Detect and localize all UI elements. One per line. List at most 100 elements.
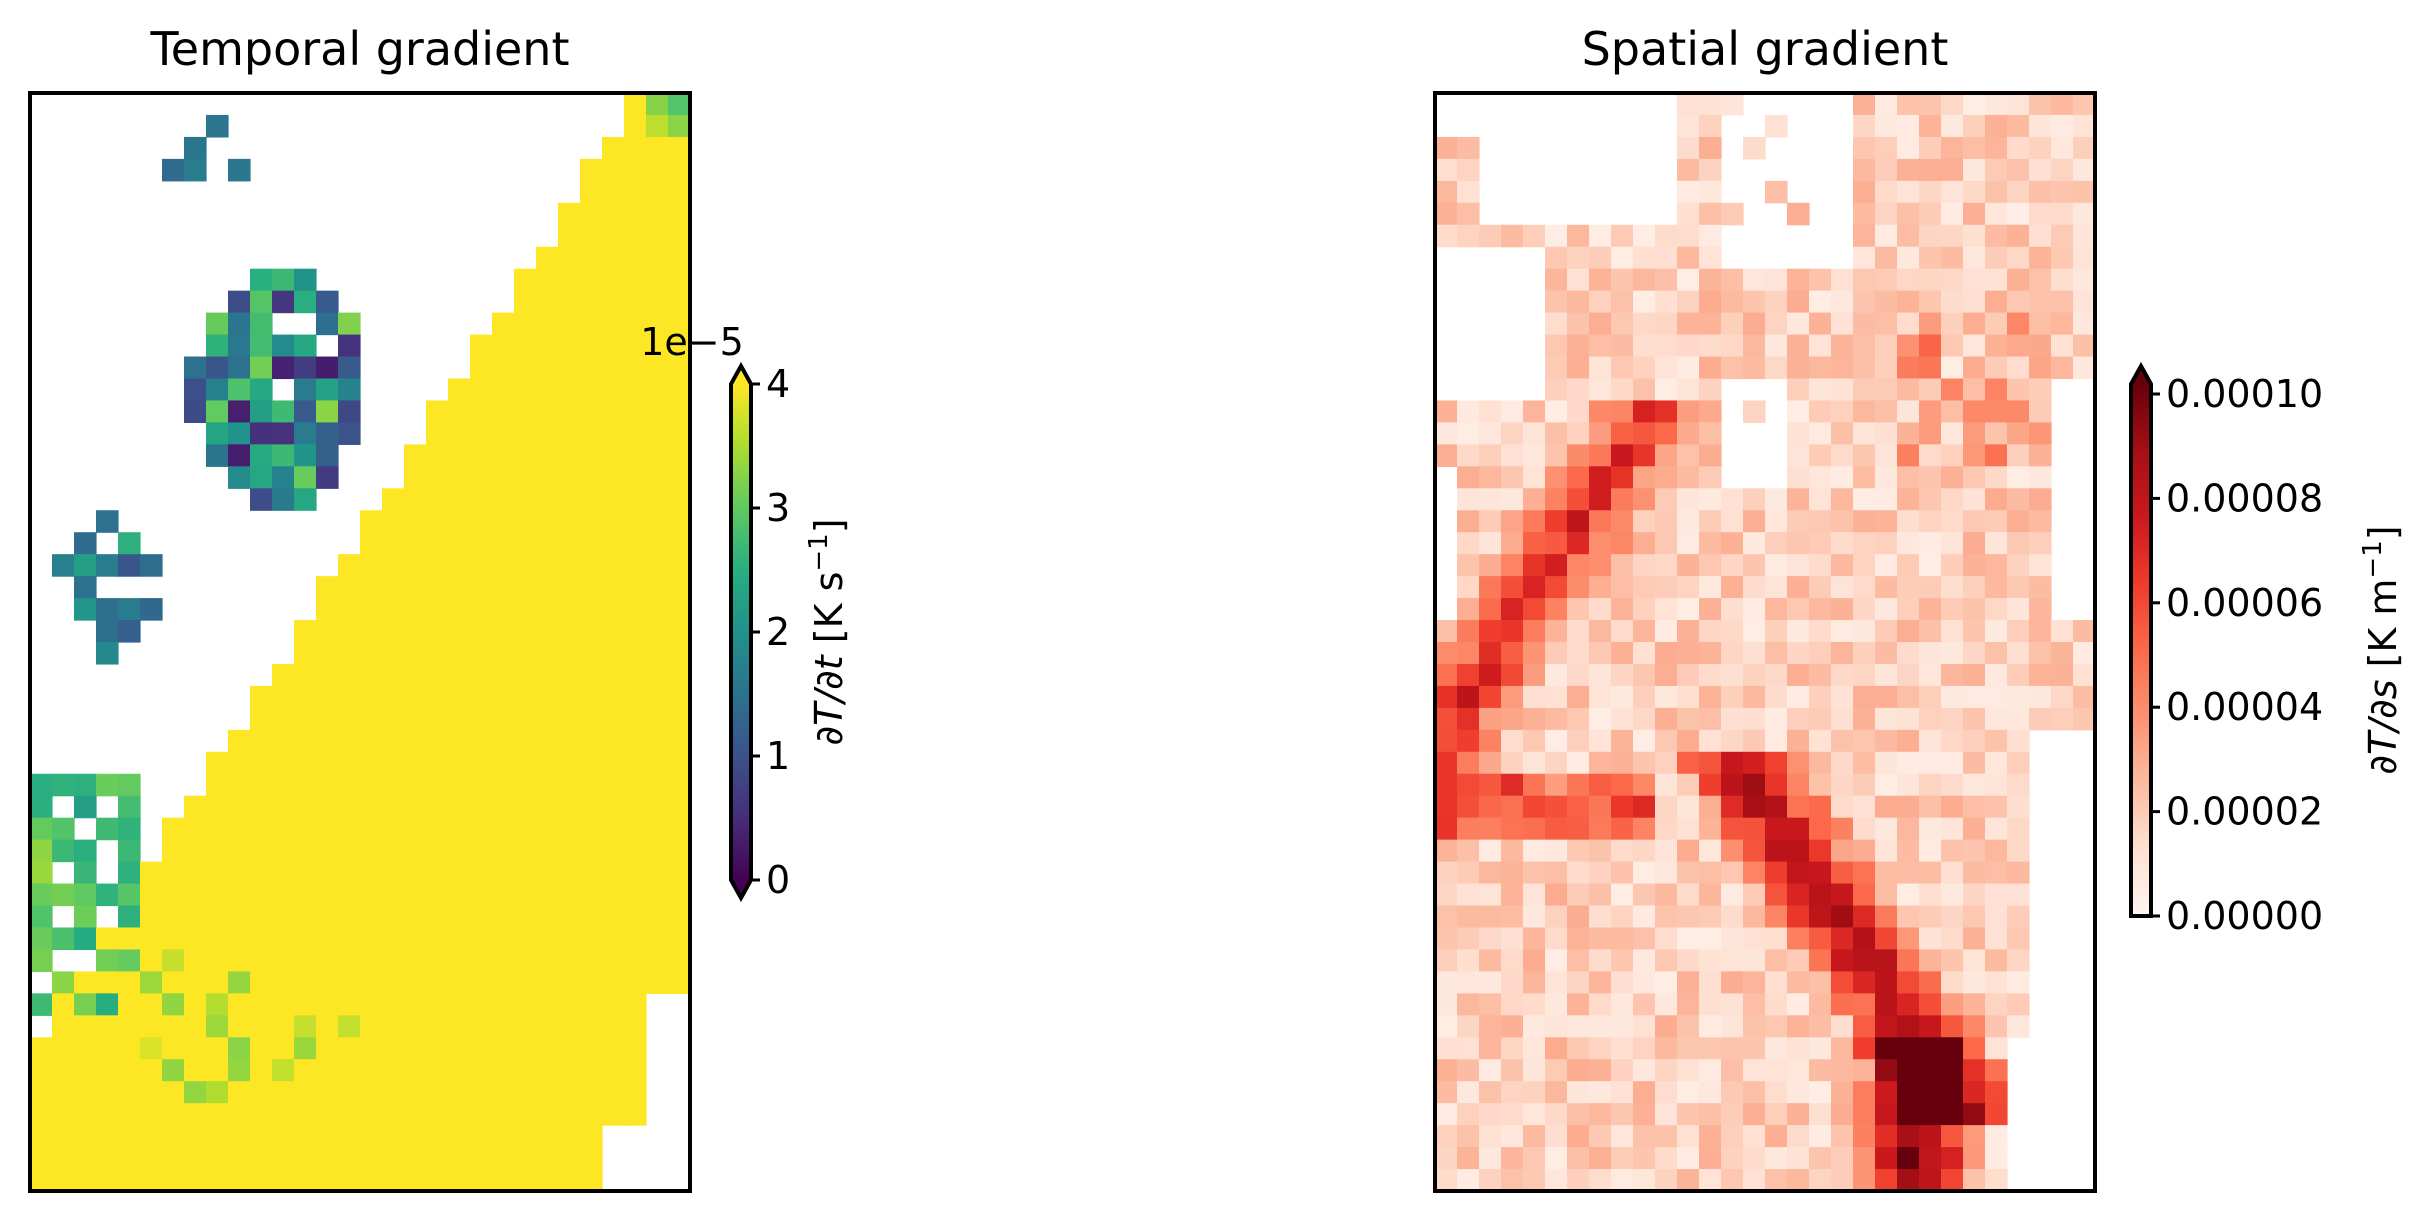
spatial-cell: [1501, 773, 1524, 797]
temporal-cell: [668, 729, 691, 753]
spatial-cell: [1919, 1059, 1942, 1082]
temporal-cell: [602, 1015, 625, 1038]
spatial-cell: [1985, 1125, 2008, 1148]
temporal-cell: [514, 444, 537, 467]
temporal-cell: [448, 971, 471, 994]
spatial-cell: [1809, 1037, 1832, 1060]
spatial-cell: [1457, 1037, 1480, 1060]
spatial-cell: [1743, 905, 1766, 929]
temporal-cell: [228, 1015, 251, 1038]
temporal-cell: [338, 598, 361, 621]
spatial-cell: [1919, 136, 1942, 160]
temporal-cell: [250, 1147, 273, 1170]
spatial-cell: [1677, 707, 1700, 731]
temporal-cell: [382, 905, 405, 929]
temporal-cell: [228, 993, 251, 1016]
spatial-cell: [1985, 1037, 2008, 1060]
temporal-cell: [338, 422, 361, 445]
spatial-cell: [1985, 971, 2008, 994]
spatial-cell: [1633, 883, 1656, 907]
temporal-cell: [316, 949, 339, 972]
spatial-cell: [1853, 180, 1876, 204]
temporal-cell: [470, 729, 493, 753]
spatial-cell: [1963, 400, 1986, 423]
spatial-cell: [1699, 1059, 1722, 1082]
temporal-cell: [294, 444, 317, 467]
temporal-cell: [52, 1125, 75, 1148]
spatial-cell: [2029, 378, 2052, 402]
temporal-cell: [316, 883, 339, 907]
temporal-cell: [382, 510, 405, 533]
temporal-cell: [646, 312, 669, 336]
spatial-cell: [1919, 949, 1942, 972]
temporal-cell: [536, 334, 559, 358]
spatial-cell: [1655, 224, 1678, 248]
spatial-cell: [1963, 224, 1986, 248]
spatial-cell: [1611, 1081, 1634, 1104]
temporal-cell: [602, 905, 625, 929]
spatial-cell: [1787, 817, 1810, 841]
temporal-cell: [74, 1103, 97, 1126]
temporal-cell: [382, 1147, 405, 1170]
spatial-cell: [1743, 685, 1766, 709]
spatial-cell: [1501, 883, 1524, 907]
spatial-cell: [1501, 861, 1524, 885]
temporal-cell: [206, 817, 229, 841]
temporal-cell: [338, 1037, 361, 1060]
spatial-cell: [1479, 510, 1502, 533]
spatial-cell: [1875, 1169, 1898, 1192]
spatial-cell: [1655, 400, 1678, 423]
spatial-cell: [1479, 576, 1502, 599]
temporal-cell: [316, 861, 339, 885]
spatial-cell: [1457, 620, 1480, 643]
spatial-cell: [1589, 334, 1612, 358]
temporal-cell: [74, 598, 97, 621]
temporal-cell: [514, 1037, 537, 1060]
temporal-cell: [536, 400, 559, 423]
temporal-cell: [184, 817, 207, 841]
temporal-cell: [404, 861, 427, 885]
spatial-cell: [2007, 883, 2030, 907]
temporal-cell: [580, 488, 603, 511]
spatial-cell: [1457, 1081, 1480, 1104]
spatial-cell: [1589, 1125, 1612, 1148]
spatial-cell: [1457, 532, 1480, 555]
spatial-cell: [1677, 466, 1700, 489]
spatial-cell: [1501, 642, 1524, 665]
spatial-cell: [1567, 993, 1590, 1016]
spatial-cell: [1479, 466, 1502, 489]
spatial-cell: [1479, 488, 1502, 511]
spatial-cell: [1501, 1125, 1524, 1148]
temporal-cell: [580, 224, 603, 248]
temporal-cell: [360, 1103, 383, 1126]
temporal-cell: [448, 378, 471, 402]
spatial-cell: [1831, 1037, 1854, 1060]
spatial-cell: [2007, 707, 2030, 731]
temporal-cell: [580, 1125, 603, 1148]
spatial-cell: [1875, 839, 1898, 863]
temporal-cell: [74, 795, 97, 819]
spatial-cell: [1743, 1169, 1766, 1192]
spatial-cell: [1457, 1147, 1480, 1170]
temporal-cell: [118, 554, 141, 577]
temporal-cell: [470, 1015, 493, 1038]
temporal-cell: [404, 532, 427, 555]
spatial-cell: [1699, 400, 1722, 423]
spatial-cell: [2051, 246, 2074, 270]
spatial-cell: [1985, 883, 2008, 907]
temporal-cell: [382, 1015, 405, 1038]
temporal-cell: [294, 400, 317, 423]
temporal-cell: [404, 883, 427, 907]
spatial-cell: [1589, 246, 1612, 270]
spatial-cell: [1655, 707, 1678, 731]
temporal-cell: [404, 642, 427, 665]
spatial-cell: [1743, 268, 1766, 292]
spatial-cell: [1567, 466, 1590, 489]
temporal-cell: [646, 466, 669, 489]
spatial-cell: [1985, 334, 2008, 358]
spatial-cell: [1435, 751, 1458, 775]
spatial-cell: [1809, 356, 1832, 380]
temporal-cell: [558, 1081, 581, 1104]
temporal-cell: [448, 729, 471, 753]
spatial-cell: [1633, 268, 1656, 292]
